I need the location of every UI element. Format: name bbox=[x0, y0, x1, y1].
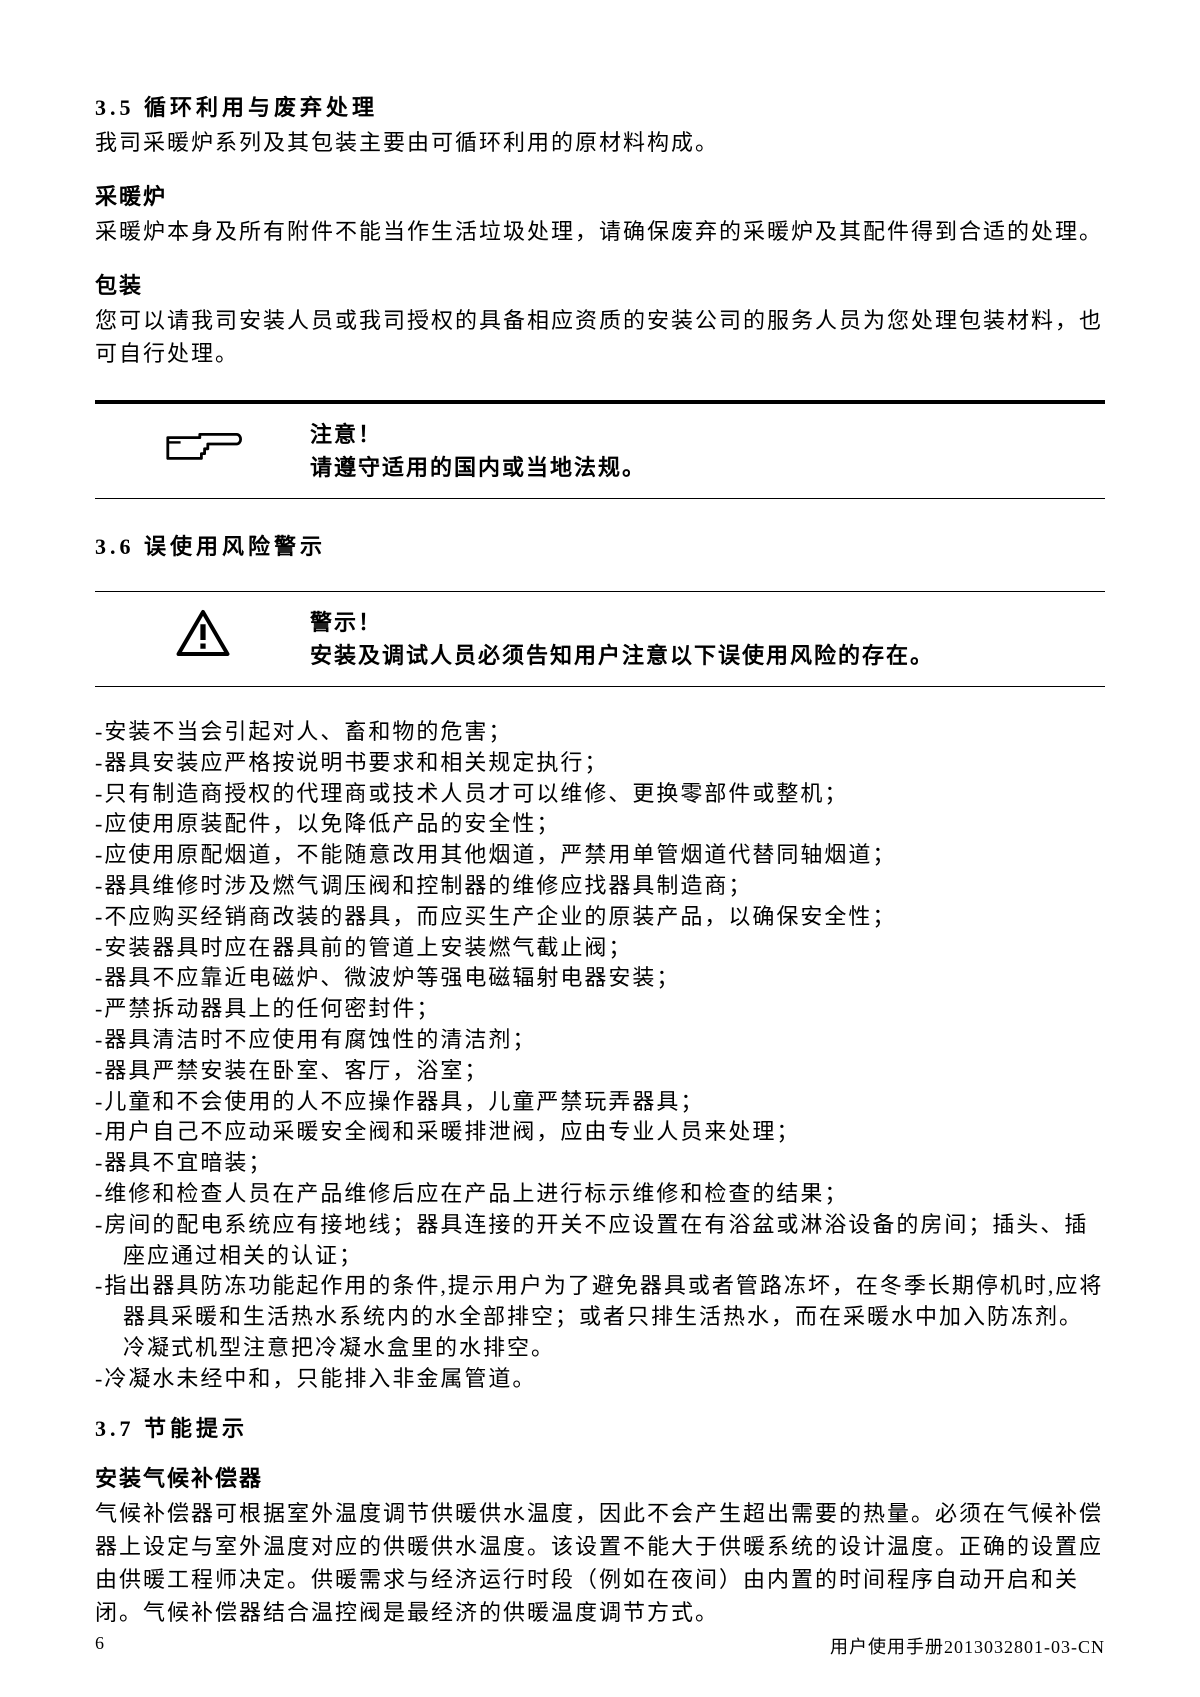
risk-bullet-item: -器具不应靠近电磁炉、微波炉等强电磁辐射电器安装； bbox=[95, 963, 1105, 994]
risk-bullet-item: -应使用原装配件，以免降低产品的安全性； bbox=[95, 809, 1105, 840]
boiler-body: 采暖炉本身及所有附件不能当作生活垃圾处理，请确保废弃的采暖炉及其配件得到合适的处… bbox=[95, 215, 1105, 248]
warning-icon-wrapper bbox=[95, 606, 310, 663]
warning-line1: 警示！ bbox=[310, 606, 1105, 639]
section-3-5-intro: 我司采暖炉系列及其包装主要由可循环利用的原材料构成。 bbox=[95, 126, 1105, 159]
risk-bullet-list: -安装不当会引起对人、畜和物的危害；-器具安装应严格按说明书要求和相关规定执行；… bbox=[95, 717, 1105, 1395]
risk-bullet-item: -严禁拆动器具上的任何密封件； bbox=[95, 994, 1105, 1025]
warning-line2: 安装及调试人员必须告知用户注意以下误使用风险的存在。 bbox=[310, 639, 1105, 672]
risk-bullet-item: -安装器具时应在器具前的管道上安装燃气截止阀； bbox=[95, 933, 1105, 964]
note-callout: 注意！ 请遵守适用的国内或当地法规。 bbox=[95, 400, 1105, 499]
risk-bullet-item: -器具严禁安装在卧室、客厅，浴室； bbox=[95, 1056, 1105, 1087]
note-line2: 请遵守适用的国内或当地法规。 bbox=[310, 451, 1105, 484]
packaging-body: 您可以请我司安装人员或我司授权的具备相应资质的安装公司的服务人员为您处理包装材料… bbox=[95, 304, 1105, 370]
section-3-5-heading: 3.5 循环利用与废弃处理 bbox=[95, 90, 1105, 122]
document-id: 用户使用手册2013032801-03-CN bbox=[830, 1633, 1105, 1659]
pointing-hand-icon bbox=[163, 420, 243, 473]
risk-bullet-item: -器具安装应严格按说明书要求和相关规定执行； bbox=[95, 748, 1105, 779]
risk-bullet-item: -不应购买经销商改装的器具，而应买生产企业的原装产品，以确保安全性； bbox=[95, 902, 1105, 933]
page-number: 6 bbox=[95, 1633, 105, 1659]
risk-bullet-item: -只有制造商授权的代理商或技术人员才可以维修、更换零部件或整机； bbox=[95, 779, 1105, 810]
compensator-body: 气候补偿器可根据室外温度调节供暖供水温度，因此不会产生超出需要的热量。必须在气候… bbox=[95, 1497, 1105, 1629]
risk-bullet-item: -冷凝水未经中和，只能排入非金属管道。 bbox=[95, 1364, 1105, 1395]
section-3-6-heading: 3.6 误使用风险警示 bbox=[95, 529, 1105, 561]
note-line1: 注意！ bbox=[310, 418, 1105, 451]
boiler-subheading: 采暖炉 bbox=[95, 179, 1105, 211]
warning-callout: 警示！ 安装及调试人员必须告知用户注意以下误使用风险的存在。 bbox=[95, 591, 1105, 687]
risk-bullet-item: -应使用原配烟道，不能随意改用其他烟道，严禁用单管烟道代替同轴烟道； bbox=[95, 840, 1105, 871]
section-3-7-heading: 3.7 节能提示 bbox=[95, 1411, 1105, 1443]
page-footer: 6 用户使用手册2013032801-03-CN bbox=[95, 1633, 1105, 1659]
warning-text: 警示！ 安装及调试人员必须告知用户注意以下误使用风险的存在。 bbox=[310, 606, 1105, 672]
warning-triangle-icon bbox=[175, 608, 231, 663]
risk-bullet-item: -用户自己不应动采暖安全阀和采暖排泄阀，应由专业人员来处理； bbox=[95, 1117, 1105, 1148]
risk-bullet-item: -儿童和不会使用的人不应操作器具，儿童严禁玩弄器具； bbox=[95, 1087, 1105, 1118]
packaging-subheading: 包装 bbox=[95, 268, 1105, 300]
risk-bullet-item: -器具不宜暗装； bbox=[95, 1148, 1105, 1179]
risk-bullet-item: -器具维修时涉及燃气调压阀和控制器的维修应找器具制造商； bbox=[95, 871, 1105, 902]
risk-bullet-item: -安装不当会引起对人、畜和物的危害； bbox=[95, 717, 1105, 748]
risk-bullet-item: -房间的配电系统应有接地线；器具连接的开关不应设置在有浴盆或淋浴设备的房间；插头… bbox=[95, 1210, 1105, 1272]
risk-bullet-item: -器具清洁时不应使用有腐蚀性的清洁剂； bbox=[95, 1025, 1105, 1056]
risk-bullet-item: -维修和检查人员在产品维修后应在产品上进行标示维修和检查的结果； bbox=[95, 1179, 1105, 1210]
compensator-subheading: 安装气候补偿器 bbox=[95, 1461, 1105, 1493]
hand-icon-wrapper bbox=[95, 418, 310, 473]
risk-bullet-item: -指出器具防冻功能起作用的条件,提示用户为了避免器具或者管路冻坏，在冬季长期停机… bbox=[95, 1271, 1105, 1363]
note-text: 注意！ 请遵守适用的国内或当地法规。 bbox=[310, 418, 1105, 484]
